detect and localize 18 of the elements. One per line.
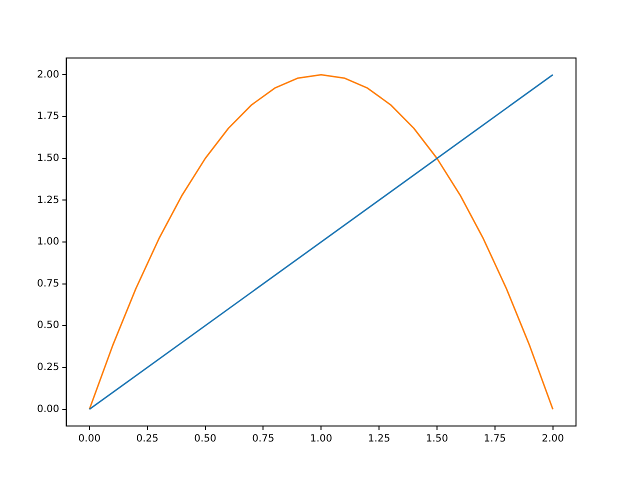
x-tick-label: 0.50 xyxy=(194,434,216,445)
x-tick-label: 1.25 xyxy=(368,434,390,445)
y-tick-label: 0.25 xyxy=(37,362,60,374)
y-tick-label: 1.25 xyxy=(37,194,60,206)
y-tick-label: 1.00 xyxy=(37,236,60,248)
y-tick-label: 0.50 xyxy=(37,320,60,332)
x-tick-label: 1.00 xyxy=(310,434,332,445)
x-tick-label: 1.75 xyxy=(484,434,506,445)
y-tick-label: 0.00 xyxy=(37,404,60,415)
x-tick-label: 0.00 xyxy=(78,434,101,445)
y-tick-label: 2.00 xyxy=(37,69,60,80)
y-tick-label: 1.75 xyxy=(37,111,60,122)
x-tick-label: 0.75 xyxy=(252,434,274,445)
x-tick-label: 2.00 xyxy=(542,434,564,445)
x-tick-label: 0.25 xyxy=(136,434,158,445)
x-tick-label: 1.50 xyxy=(426,434,448,445)
y-tick-label: 1.50 xyxy=(37,152,60,164)
y-tick-label: 0.75 xyxy=(37,278,60,290)
